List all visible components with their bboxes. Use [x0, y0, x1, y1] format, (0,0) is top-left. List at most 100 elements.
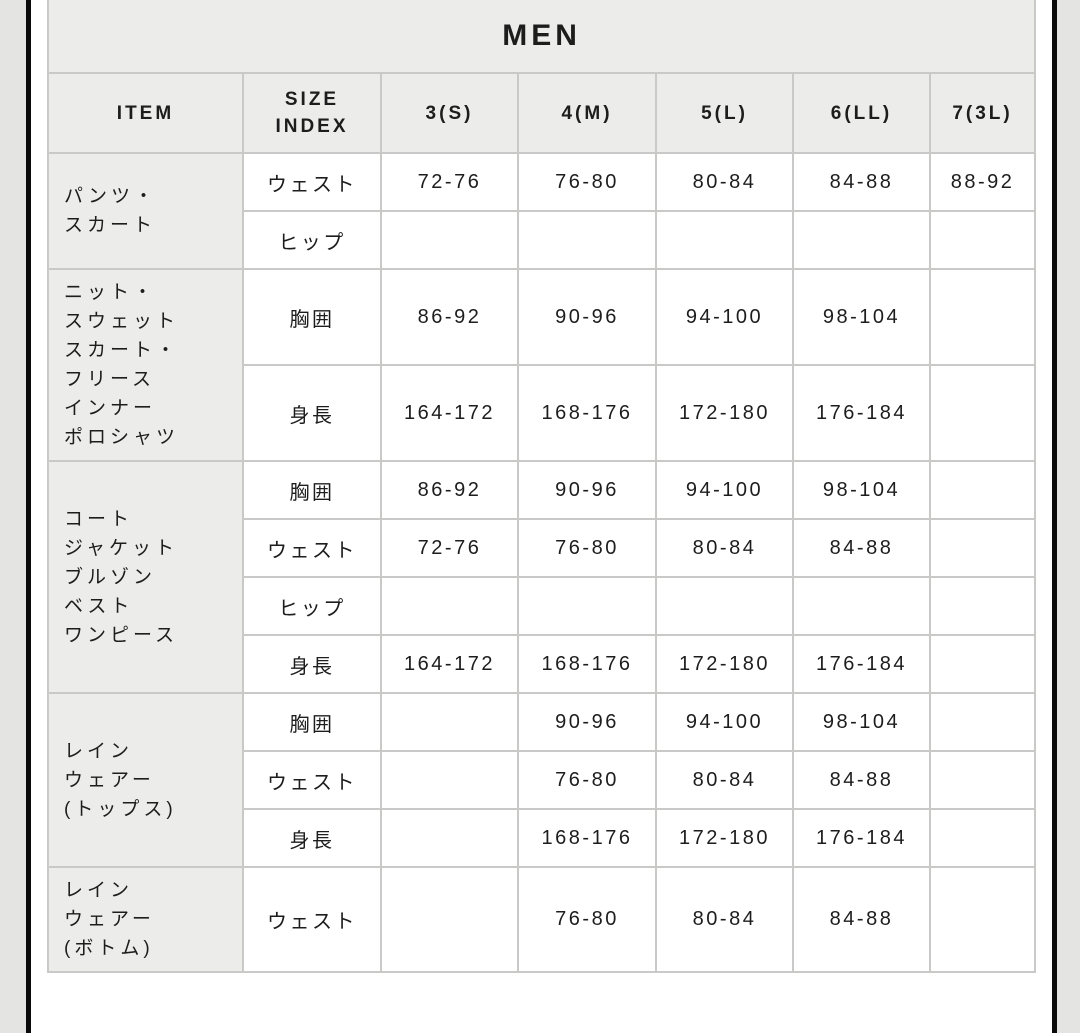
chart-title: MEN	[46, 0, 1037, 74]
column-header-size-index: SIZE INDEX	[242, 72, 382, 154]
size-value-cell: 90-96	[517, 692, 657, 752]
size-value-cell	[928, 576, 1037, 636]
size-value-cell	[928, 692, 1037, 752]
size-value-cell: 176-184	[792, 634, 931, 694]
column-header-4-m: 4(M)	[517, 72, 657, 154]
size-value-cell: 94-100	[655, 692, 794, 752]
measure-label-cell: 身長	[242, 634, 382, 694]
item-cell: コート ジャケット ブルゾン ベスト ワンピース	[47, 460, 244, 694]
right-gutter	[1057, 0, 1080, 1033]
column-header-5-l: 5(L)	[655, 72, 794, 154]
measure-label-cell: ウェスト	[242, 518, 382, 578]
item-cell: パンツ・ スカート	[47, 152, 244, 270]
size-value-cell	[928, 518, 1037, 578]
item-line: (トップス)	[64, 798, 177, 820]
table-row: ウェスト 72-76 76-80 80-84 84-88	[48, 518, 1037, 578]
size-value-cell	[517, 576, 657, 636]
item-cell: ニット・スウェットスカート・フリースインナーポロシャツ	[47, 268, 244, 462]
size-value-cell	[928, 750, 1037, 810]
item-line: スカート	[64, 215, 157, 236]
column-header-line: 7(3L)	[952, 102, 1013, 124]
item-line: ベスト	[64, 595, 134, 617]
table-row: ヒップ	[48, 210, 1037, 270]
item-line: スウェット	[64, 311, 180, 332]
size-value-cell: 172-180	[655, 364, 794, 462]
size-value-cell	[655, 576, 794, 636]
measure-label-cell: ウェスト	[242, 152, 382, 212]
size-value-cell: 176-184	[792, 364, 931, 462]
column-header-line: 6(LL)	[830, 102, 893, 124]
size-value-cell	[928, 364, 1037, 462]
measure-label-cell: 胸囲	[242, 460, 382, 520]
size-value-cell: 98-104	[792, 268, 931, 366]
size-value-cell: 98-104	[792, 460, 931, 520]
column-header-6-ll: 6(LL)	[792, 72, 931, 154]
item-line: フリース	[64, 369, 156, 390]
size-value-cell	[380, 576, 519, 636]
table-row: 身長 168-176 172-180 176-184	[48, 808, 1037, 868]
item-line: ポロシャツ	[64, 427, 180, 448]
size-value-cell	[792, 210, 931, 270]
measure-label-cell: ヒップ	[242, 210, 382, 270]
column-header-line: 3(S)	[425, 102, 474, 124]
size-value-cell: 76-80	[517, 866, 657, 973]
size-value-cell: 84-88	[792, 750, 931, 810]
size-value-cell	[380, 866, 519, 973]
size-value-cell: 84-88	[792, 152, 931, 212]
size-value-cell	[380, 808, 519, 868]
size-value-cell	[517, 210, 657, 270]
size-value-cell	[380, 750, 519, 810]
size-value-cell: 80-84	[655, 152, 794, 212]
item-line: ウェアー	[64, 909, 155, 930]
size-value-cell	[380, 692, 519, 752]
table-row: レイン ウェアー (ボトム) ウェスト 76-80 80-84 84-88	[47, 866, 1037, 973]
size-value-cell: 88-92	[928, 152, 1037, 212]
size-value-cell: 86-92	[380, 460, 519, 520]
right-frame-bar	[1052, 0, 1057, 1033]
size-chart-table: MEN ITEM SIZE INDEX 3(S) 4(M) 5(L) 6(LL) 7(3L) …	[46, 0, 1037, 973]
measure-label-cell: 身長	[242, 364, 382, 462]
column-header-line: 4(M)	[561, 102, 613, 124]
size-value-cell: 72-76	[380, 152, 519, 212]
item-line: ニット・	[64, 282, 157, 303]
size-value-cell	[928, 460, 1037, 520]
size-value-cell: 176-184	[792, 808, 931, 868]
column-header-7-3l: 7(3L)	[928, 72, 1037, 154]
measure-label-cell: 身長	[242, 808, 382, 868]
item-line: レイン	[64, 880, 134, 901]
size-value-cell	[792, 576, 931, 636]
item-cell: レインウェアー (トップス)	[47, 692, 244, 868]
item-line: コート	[64, 508, 134, 530]
size-value-cell: 164-172	[380, 364, 519, 462]
table-row: 身長 164-172 168-176 172-180 176-184	[48, 364, 1037, 462]
size-value-cell: 168-176	[517, 808, 657, 868]
column-header-line: ITEM	[116, 102, 175, 124]
left-frame-bar	[26, 0, 31, 1033]
size-value-cell: 76-80	[517, 750, 657, 810]
item-line: ワンピース	[64, 624, 179, 646]
left-gutter	[0, 0, 26, 1033]
table-row: 身長 164-172 168-176 172-180 176-184	[48, 634, 1037, 694]
size-value-cell	[928, 210, 1037, 270]
item-line: (ボトム)	[64, 938, 154, 959]
size-value-cell: 168-176	[517, 364, 657, 462]
column-header-line: SIZE	[284, 89, 340, 110]
column-header-line: INDEX	[275, 116, 349, 137]
size-value-cell	[655, 210, 794, 270]
table-row: パンツ・ スカート ウェスト 72-76 76-80 80-84 84-88 88-92	[47, 152, 1037, 270]
size-value-cell: 164-172	[380, 634, 519, 694]
table-row: ヒップ	[48, 576, 1037, 636]
size-value-cell: 172-180	[655, 808, 794, 868]
measure-label-cell: 胸囲	[242, 268, 382, 366]
item-line: ウェアー	[64, 769, 155, 791]
item-line: レイン	[64, 740, 134, 762]
size-value-cell: 72-76	[380, 518, 519, 578]
size-value-cell: 90-96	[517, 460, 657, 520]
item-line: スカート・	[64, 340, 180, 361]
item-cell: レインウェアー (ボトム)	[47, 866, 244, 973]
size-value-cell: 168-176	[517, 634, 657, 694]
item-line: インナー	[64, 398, 157, 419]
column-header-line: 5(L)	[701, 102, 748, 124]
size-value-cell: 76-80	[517, 152, 657, 212]
